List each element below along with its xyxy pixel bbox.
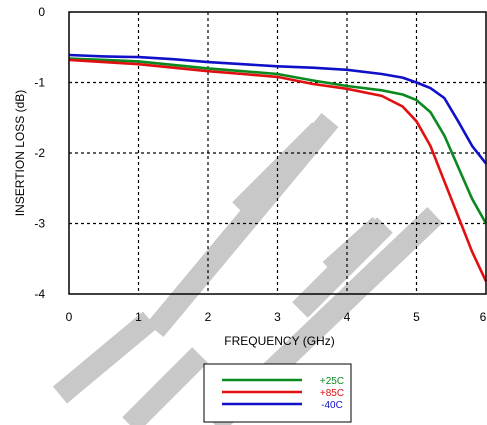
grid [69,12,486,294]
x-tick-label: 4 [344,310,351,324]
watermark-stroke-4 [232,122,328,218]
x-tick-label: 1 [135,310,142,324]
series-line-3 [68,53,487,165]
tick-labels: 0 1 2 3 4 5 6 0 -1 -2 -3 -4 [34,5,486,324]
series-lines [68,53,487,282]
legend-label-3: -40C [321,400,343,411]
plot-frame [68,11,487,295]
legend-label-1: +25C [320,376,344,387]
y-tick-label: -1 [34,76,45,90]
watermark-stroke-0 [52,311,158,404]
legend: +25C+85C-40C [203,363,352,423]
series-line-1 [68,57,487,225]
series-line-2 [68,58,487,282]
y-tick-label: -3 [34,217,45,231]
x-tick-label: 6 [480,310,487,324]
y-tick-label: 0 [38,5,45,19]
watermark-stroke-1 [122,347,208,425]
x-tick-label: 5 [413,310,420,324]
legend-label-2: +85C [320,388,344,399]
y-tick-label: -2 [34,146,45,160]
watermark-stroke-6 [322,216,388,279]
x-tick-label: 3 [274,310,281,324]
x-axis-label: FREQUENCY (GHz) [224,334,334,348]
y-tick-label: -4 [34,287,45,301]
y-axis-label: INSERTION LOSS (dB) [13,90,27,216]
x-tick-label: 0 [66,310,73,324]
x-tick-label: 2 [205,310,212,324]
